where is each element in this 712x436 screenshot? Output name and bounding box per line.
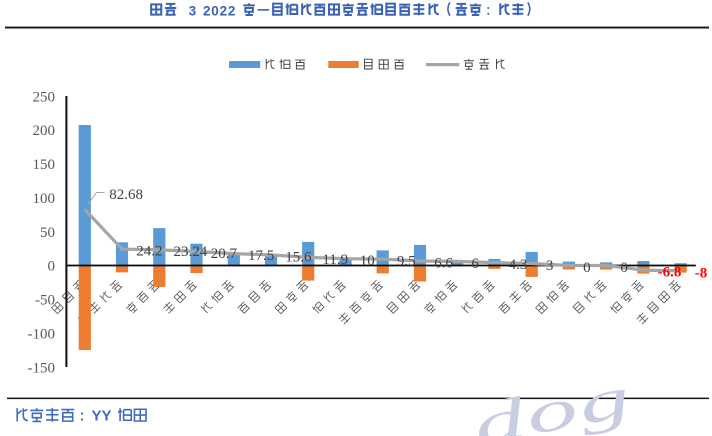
svg-text:6.6: 6.6 xyxy=(434,255,453,271)
svg-text:2022: 2022 xyxy=(203,3,236,18)
svg-text:23.24: 23.24 xyxy=(174,244,208,260)
svg-text:n: n xyxy=(455,416,502,436)
svg-text:0: 0 xyxy=(583,260,591,276)
svg-text:3: 3 xyxy=(546,258,554,274)
svg-text:50: 50 xyxy=(40,225,55,241)
svg-text:3: 3 xyxy=(189,3,197,18)
svg-text:11.9: 11.9 xyxy=(322,252,348,268)
svg-text:10: 10 xyxy=(360,253,375,269)
svg-text:-8: -8 xyxy=(695,265,708,281)
svg-text:-100: -100 xyxy=(28,327,56,343)
svg-text:9.5: 9.5 xyxy=(397,254,416,270)
svg-text:100: 100 xyxy=(33,191,56,207)
svg-text:24.2: 24.2 xyxy=(136,244,162,260)
svg-text:15.6: 15.6 xyxy=(285,249,312,265)
svg-text:82.68: 82.68 xyxy=(109,187,143,203)
svg-text:250: 250 xyxy=(33,89,56,105)
svg-text:YY: YY xyxy=(92,408,112,425)
svg-text:150: 150 xyxy=(33,157,56,173)
svg-text:0: 0 xyxy=(620,260,628,276)
svg-text:6: 6 xyxy=(471,256,479,272)
svg-text:0: 0 xyxy=(48,259,56,275)
svg-text:17.5: 17.5 xyxy=(248,248,274,264)
svg-text:4.3: 4.3 xyxy=(509,257,528,273)
svg-text:-6.8: -6.8 xyxy=(658,265,682,281)
svg-text:-50: -50 xyxy=(35,293,55,309)
svg-text:20.7: 20.7 xyxy=(211,246,238,262)
svg-text:200: 200 xyxy=(33,123,56,139)
svg-text:-150: -150 xyxy=(28,360,56,376)
